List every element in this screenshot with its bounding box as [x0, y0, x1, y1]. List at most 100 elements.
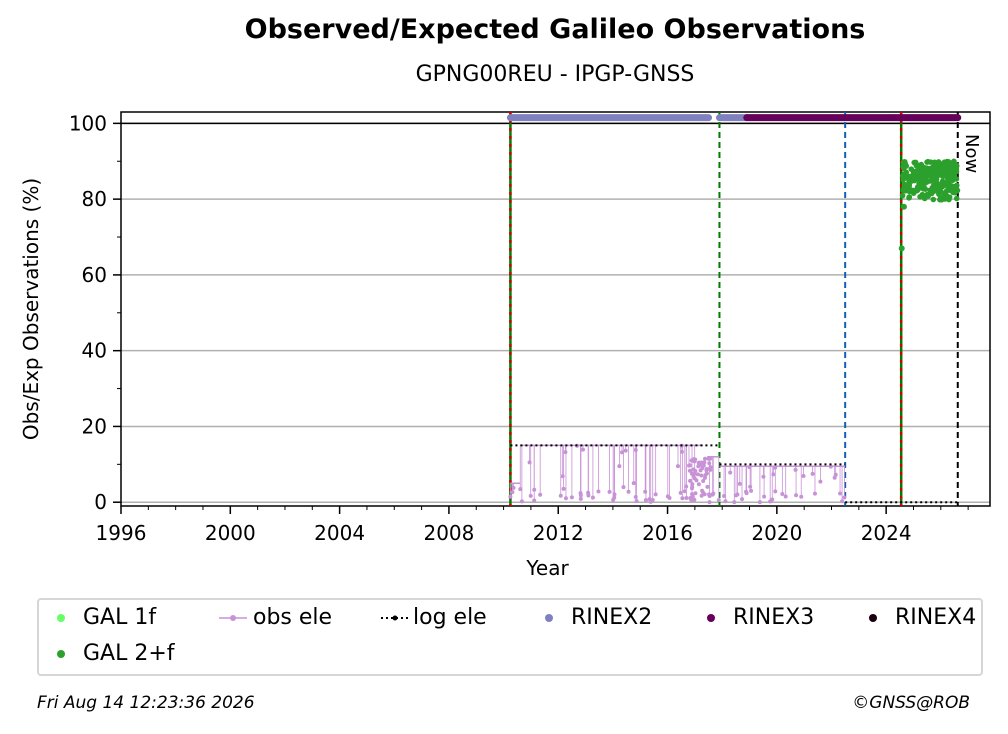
gal-2f-point — [898, 245, 905, 252]
obs-ele-point — [705, 484, 710, 489]
obs-ele-point — [508, 494, 513, 499]
legend: GAL 1f obs ele log ele RINEX2 RINEX3 RIN… — [37, 598, 983, 676]
gal-2f-point — [944, 158, 950, 165]
legend-marker-gal-2f — [47, 640, 83, 668]
obs-ele-point — [747, 465, 752, 470]
obs-ele-point — [740, 497, 745, 502]
obs-ele-point — [694, 478, 699, 483]
x-tick-label: 1996 — [96, 521, 147, 545]
obs-ele-point — [691, 467, 696, 472]
obs-ele-point — [703, 456, 708, 461]
x-tick-label: 2004 — [314, 521, 365, 545]
obs-ele-point — [527, 460, 532, 465]
gal-2f-point — [906, 195, 912, 201]
obs-ele-point — [748, 484, 753, 489]
gal-2f-point — [901, 181, 908, 188]
gal-2f-point — [924, 159, 930, 165]
gal-2f-point — [902, 188, 909, 194]
obs-ele-point — [580, 447, 585, 452]
obs-ele-point — [700, 488, 705, 493]
legend-label-rinex4: RINEX4 — [895, 605, 977, 630]
gal-2f-point — [900, 203, 907, 210]
obs-ele-point — [708, 467, 713, 472]
obs-ele-point — [710, 492, 715, 497]
obs-ele-point — [626, 489, 631, 494]
gal-2f-point — [937, 161, 944, 168]
obs-ele-point — [617, 464, 622, 469]
gal-2f-point — [932, 177, 938, 183]
obs-ele-point — [688, 478, 693, 483]
legend-item-log-ele: log ele — [377, 604, 487, 632]
obs-ele-point — [828, 464, 833, 469]
obs-ele-point — [561, 486, 566, 491]
obs-ele-point — [716, 498, 721, 503]
obs-ele-point — [842, 495, 847, 500]
obs-ele-point — [519, 499, 524, 504]
obs-ele-point — [757, 500, 762, 505]
gal-2f-point — [927, 178, 933, 184]
legend-marker-obs-ele — [217, 604, 253, 632]
obs-ele-point — [690, 482, 695, 487]
obs-ele-point — [707, 492, 712, 497]
legend-label-log-ele: log ele — [413, 605, 487, 630]
obs-ele-point — [560, 474, 565, 479]
gal-2f-point — [903, 163, 910, 169]
obs-ele-point — [701, 478, 706, 483]
obs-ele-point — [699, 473, 704, 478]
x-tick-label: 2000 — [205, 521, 256, 545]
obs-ele-point — [833, 472, 838, 477]
legend-label-gal-2f: GAL 2+f — [83, 641, 175, 666]
y-tick-label: 0 — [94, 490, 107, 514]
legend-label-rinex3: RINEX3 — [733, 605, 815, 630]
obs-ele-point — [734, 493, 739, 498]
footer-timestamp: Fri Aug 14 12:23:36 2026 — [37, 693, 255, 713]
gal-2f-point — [946, 196, 952, 203]
obs-ele-point — [634, 499, 639, 504]
obs-ele-point — [518, 487, 523, 492]
obs-ele-point — [596, 489, 601, 494]
obs-ele-point — [690, 485, 695, 490]
obs-ele-point — [665, 494, 670, 499]
obs-ele-point — [643, 498, 648, 503]
obs-ele-point — [684, 484, 689, 489]
legend-item-rinex2: RINEX2 — [535, 604, 652, 632]
obs-ele-point — [732, 500, 737, 505]
obs-ele-point — [700, 463, 705, 468]
obs-ele-point — [706, 456, 711, 461]
gal-2f-point — [948, 170, 955, 176]
obs-ele-point — [749, 488, 754, 493]
legend-marker-gal-1f — [47, 604, 83, 632]
x-tick-label: 2012 — [533, 521, 584, 545]
gal-2f-point — [920, 182, 927, 188]
y-tick-label: 60 — [82, 263, 107, 287]
obs-ele-point — [620, 450, 625, 455]
legend-item-rinex4: RINEX4 — [859, 604, 976, 632]
obs-ele-point — [612, 495, 617, 500]
obs-ele-point — [723, 499, 728, 504]
obs-ele-point — [623, 448, 628, 453]
now-label: Now — [961, 134, 982, 173]
obs-ele-point — [578, 491, 583, 496]
obs-ele-point — [696, 460, 701, 465]
x-tick-label: 2008 — [423, 521, 474, 545]
obs-ele-point — [538, 492, 543, 497]
gal-2f-point — [917, 168, 924, 174]
obs-ele-point — [684, 496, 689, 501]
obs-ele-point — [794, 493, 799, 498]
y-tick-label: 100 — [69, 111, 107, 135]
legend-item-rinex3: RINEX3 — [697, 604, 814, 632]
legend-marker-rinex4 — [859, 604, 895, 632]
gal-2f-point — [913, 162, 920, 169]
obs-ele-point — [783, 494, 788, 499]
obs-ele-point — [799, 494, 804, 499]
obs-ele-point — [633, 495, 638, 500]
obs-ele-point — [607, 489, 612, 494]
legend-label-obs-ele: obs ele — [253, 605, 333, 630]
obs-ele-point — [818, 479, 823, 484]
obs-ele-point — [621, 485, 626, 490]
obs-ele-point — [744, 491, 749, 496]
obs-ele-point — [705, 467, 710, 472]
obs-ele-point — [699, 493, 704, 498]
obs-ele-point — [590, 495, 595, 500]
